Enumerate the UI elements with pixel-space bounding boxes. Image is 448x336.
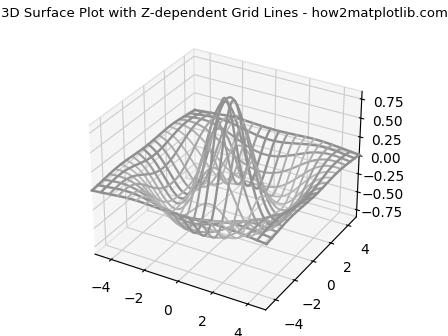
Title: 3D Surface Plot with Z-dependent Grid Lines - how2matplotlib.com: 3D Surface Plot with Z-dependent Grid Li… (0, 7, 448, 20)
